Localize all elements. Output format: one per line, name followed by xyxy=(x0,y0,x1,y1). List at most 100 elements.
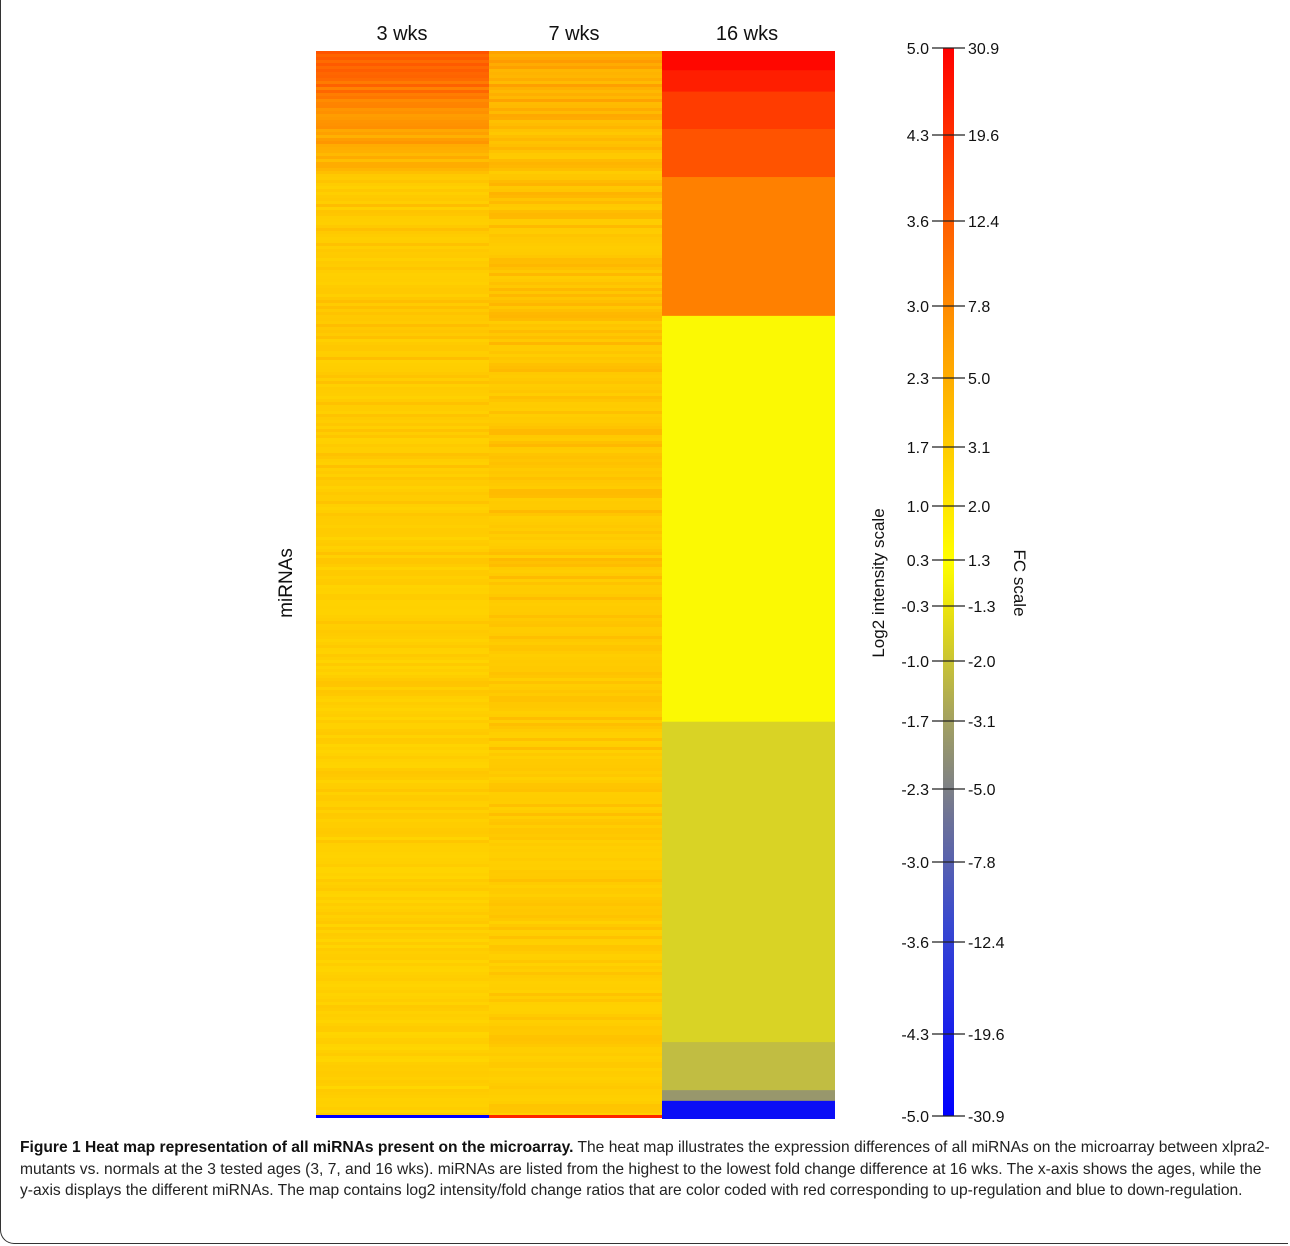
heatmap-cell-7wks xyxy=(489,567,662,570)
heatmap-cell-7wks xyxy=(489,636,662,639)
heatmap-cell-7wks xyxy=(489,348,662,351)
heatmap-cell-3wks xyxy=(316,897,489,900)
heatmap-cell-7wks xyxy=(489,324,662,327)
heatmap-cell-7wks xyxy=(489,942,662,945)
heatmap-cell-7wks xyxy=(489,1083,662,1086)
heatmap-cell-7wks xyxy=(489,828,662,831)
heatmap-cell-3wks xyxy=(316,420,489,423)
colorbar-tick-label-fc: 19.6 xyxy=(968,128,999,145)
heatmap-cell-3wks xyxy=(316,972,489,975)
heatmap-cell-3wks xyxy=(316,495,489,498)
heatmap-cell-7wks xyxy=(489,948,662,951)
heatmap-cell-3wks xyxy=(316,447,489,450)
heatmap-cell-16wks xyxy=(662,721,835,1043)
heatmap-cell-7wks xyxy=(489,696,662,699)
heatmap-cell-3wks xyxy=(316,765,489,768)
heatmap-cell-3wks xyxy=(316,75,489,78)
heatmap-cell-3wks xyxy=(316,879,489,882)
heatmap-cell-7wks xyxy=(489,996,662,999)
heatmap-cell-7wks xyxy=(489,423,662,426)
heatmap-cell-7wks xyxy=(489,879,662,882)
heatmap-cell-7wks xyxy=(489,627,662,630)
heatmap-cell-7wks xyxy=(489,99,662,102)
heatmap-cell-3wks xyxy=(316,1050,489,1053)
heatmap-cell-3wks xyxy=(316,606,489,609)
heatmap-cell-7wks xyxy=(489,1032,662,1035)
heatmap-cell-3wks xyxy=(316,603,489,606)
heatmap-cell-3wks xyxy=(316,1056,489,1059)
heatmap-cell-7wks xyxy=(489,885,662,888)
colorbar-tick-label-log2: 2.3 xyxy=(907,371,929,388)
heatmap-cell-7wks xyxy=(489,930,662,933)
heatmap-cell-3wks xyxy=(316,189,489,192)
heatmap-cell-7wks xyxy=(489,522,662,525)
heatmap-cell-7wks xyxy=(489,381,662,384)
heatmap-cell-7wks xyxy=(489,312,662,315)
heatmap-cell-7wks xyxy=(489,132,662,135)
heatmap-cell-3wks xyxy=(316,327,489,330)
heatmap-cell-7wks xyxy=(489,915,662,918)
colorbar-tick-label-log2: 5.0 xyxy=(907,41,929,58)
heatmap-cell-3wks xyxy=(316,480,489,483)
heatmap-cell-7wks xyxy=(489,642,662,645)
heatmap-cell-3wks xyxy=(316,951,489,954)
heatmap-cell-7wks xyxy=(489,372,662,375)
heatmap-cell-7wks xyxy=(489,285,662,288)
heatmap-cell-3wks xyxy=(316,129,489,132)
heatmap-cell-3wks xyxy=(316,210,489,213)
heatmap-cell-3wks xyxy=(316,954,489,957)
heatmap-cell-3wks xyxy=(316,423,489,426)
heatmap-cell-3wks xyxy=(316,93,489,96)
heatmap-cell-3wks xyxy=(316,1047,489,1050)
colorbar-tick-label-log2: 4.3 xyxy=(907,128,929,145)
heatmap-cell-7wks xyxy=(489,756,662,759)
heatmap-cell-7wks xyxy=(489,297,662,300)
heatmap-cell-3wks xyxy=(316,291,489,294)
heatmap-cell-3wks xyxy=(316,1002,489,1005)
heatmap-cell-7wks xyxy=(489,597,662,600)
heatmap-cell-3wks xyxy=(316,816,489,819)
heatmap-cell-7wks xyxy=(489,228,662,231)
heatmap-cell-3wks xyxy=(316,267,489,270)
heatmap-cell-3wks xyxy=(316,78,489,81)
heatmap-cell-3wks xyxy=(316,426,489,429)
heatmap-cell-7wks xyxy=(489,888,662,891)
heatmap-cell-7wks xyxy=(489,606,662,609)
heatmap-cell-3wks xyxy=(316,1074,489,1077)
heatmap-cell-7wks xyxy=(489,420,662,423)
heatmap-cell-7wks xyxy=(489,969,662,972)
heatmap-cell-3wks xyxy=(316,579,489,582)
heatmap-cell-7wks xyxy=(489,384,662,387)
heatmap-cell-3wks xyxy=(316,477,489,480)
heatmap-cell-7wks xyxy=(489,702,662,705)
heatmap-cell-7wks xyxy=(489,255,662,258)
heatmap-cell-7wks xyxy=(489,672,662,675)
heatmap-cell-3wks xyxy=(316,648,489,651)
heatmap-cell-3wks xyxy=(316,627,489,630)
heatmap-cell-7wks xyxy=(489,774,662,777)
heatmap-cell-3wks xyxy=(316,57,489,60)
heatmap-cell-3wks xyxy=(316,759,489,762)
heatmap-cell-3wks xyxy=(316,711,489,714)
heatmap-cell-7wks xyxy=(489,1023,662,1026)
heatmap-cell-7wks xyxy=(489,495,662,498)
heatmap-cell-7wks xyxy=(489,894,662,897)
heatmap-cell-3wks xyxy=(316,453,489,456)
heatmap-cell-7wks xyxy=(489,102,662,105)
heatmap-cell-3wks xyxy=(316,252,489,255)
heatmap-cell-3wks xyxy=(316,696,489,699)
heatmap-cell-3wks xyxy=(316,378,489,381)
heatmap-cell-16wks xyxy=(662,1090,835,1102)
heatmap-cell-7wks xyxy=(489,183,662,186)
heatmap-cell-7wks xyxy=(489,555,662,558)
heatmap-cell-7wks xyxy=(489,435,662,438)
heatmap-cell-3wks xyxy=(316,654,489,657)
heatmap-cell-7wks xyxy=(489,171,662,174)
heatmap-cell-3wks xyxy=(316,681,489,684)
heatmap-cell-3wks xyxy=(316,912,489,915)
heatmap-cell-7wks xyxy=(489,603,662,606)
colorbar-tick-label-log2: 1.0 xyxy=(907,499,929,516)
heatmap-cell-3wks xyxy=(316,960,489,963)
heatmap-cell-7wks xyxy=(489,1008,662,1011)
heatmap-cell-3wks xyxy=(316,987,489,990)
